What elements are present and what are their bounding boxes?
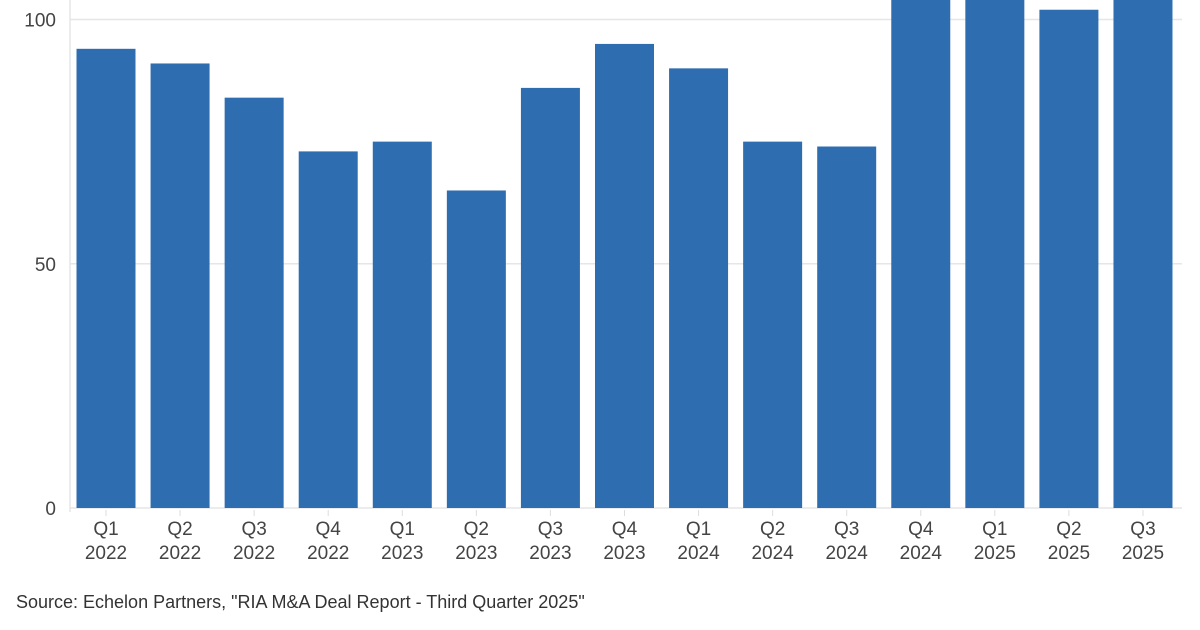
x-tick-label-year: 2022 xyxy=(159,543,201,564)
x-tick-label-year: 2023 xyxy=(603,543,645,564)
x-tick-label-year: 2023 xyxy=(381,543,423,564)
x-tick-label-quarter: Q1 xyxy=(93,519,118,540)
bar-Q2-2025 xyxy=(1039,9,1099,508)
x-tick-label-year: 2024 xyxy=(677,543,720,564)
x-tick-label-year: 2025 xyxy=(974,543,1016,564)
x-tick-label-quarter: Q1 xyxy=(390,519,415,540)
x-tick-label-quarter: Q3 xyxy=(241,519,266,540)
y-tick-label: 50 xyxy=(35,255,56,276)
bar-chart: 0 50 100 Q1 2022 Q2 2022 Q3 2022 Q4 2022 Q1 2023 Q2 20… xyxy=(24,0,1182,564)
y-tick-label: 100 xyxy=(24,11,56,32)
x-tick-label-year: 2024 xyxy=(751,543,794,564)
bar-Q2-2023 xyxy=(446,190,506,508)
bar-Q1-2025 xyxy=(965,0,1025,509)
bar-Q1-2022 xyxy=(76,48,136,509)
source-note: Source: Echelon Partners, "RIA M&A Deal … xyxy=(16,592,585,612)
bar-Q2-2024 xyxy=(743,141,803,508)
x-tick-label-quarter: Q4 xyxy=(316,519,342,540)
x-tick-label-quarter: Q2 xyxy=(167,519,192,540)
x-tick-label-year: 2023 xyxy=(455,543,497,564)
x-tick-label-quarter: Q1 xyxy=(982,519,1007,540)
x-tick-label-year: 2024 xyxy=(900,543,943,564)
bar-Q1-2024 xyxy=(669,68,729,508)
bar-Q3-2023 xyxy=(520,87,580,508)
x-tick-label-quarter: Q2 xyxy=(760,519,785,540)
y-tick-label: 0 xyxy=(45,499,56,520)
x-tick-label-quarter: Q3 xyxy=(538,519,563,540)
x-tick-label-quarter: Q3 xyxy=(834,519,859,540)
x-tick-label-year: 2023 xyxy=(529,543,571,564)
x-tick-label-year: 2024 xyxy=(826,543,869,564)
x-tick-label-year: 2022 xyxy=(85,543,127,564)
x-tick-label-quarter: Q3 xyxy=(1130,519,1155,540)
x-tick-label-year: 2022 xyxy=(307,543,349,564)
x-tick-label-quarter: Q1 xyxy=(686,519,711,540)
x-tick-label-quarter: Q4 xyxy=(908,519,934,540)
bar-Q4-2024 xyxy=(891,0,951,509)
bar-Q2-2022 xyxy=(150,63,210,509)
x-tick-label-quarter: Q2 xyxy=(1056,519,1081,540)
x-tick-label-quarter: Q2 xyxy=(464,519,489,540)
x-tick-label-year: 2022 xyxy=(233,543,275,564)
bar-Q1-2023 xyxy=(372,141,432,508)
bar-Q3-2024 xyxy=(817,146,877,508)
bar-Q3-2022 xyxy=(224,97,284,508)
bar-Q4-2023 xyxy=(594,43,654,509)
bar-Q4-2022 xyxy=(298,151,358,508)
x-tick-label-year: 2025 xyxy=(1122,543,1164,564)
x-tick-label-quarter: Q4 xyxy=(612,519,638,540)
bar-Q3-2025 xyxy=(1113,0,1173,509)
x-tick-label-year: 2025 xyxy=(1048,543,1090,564)
